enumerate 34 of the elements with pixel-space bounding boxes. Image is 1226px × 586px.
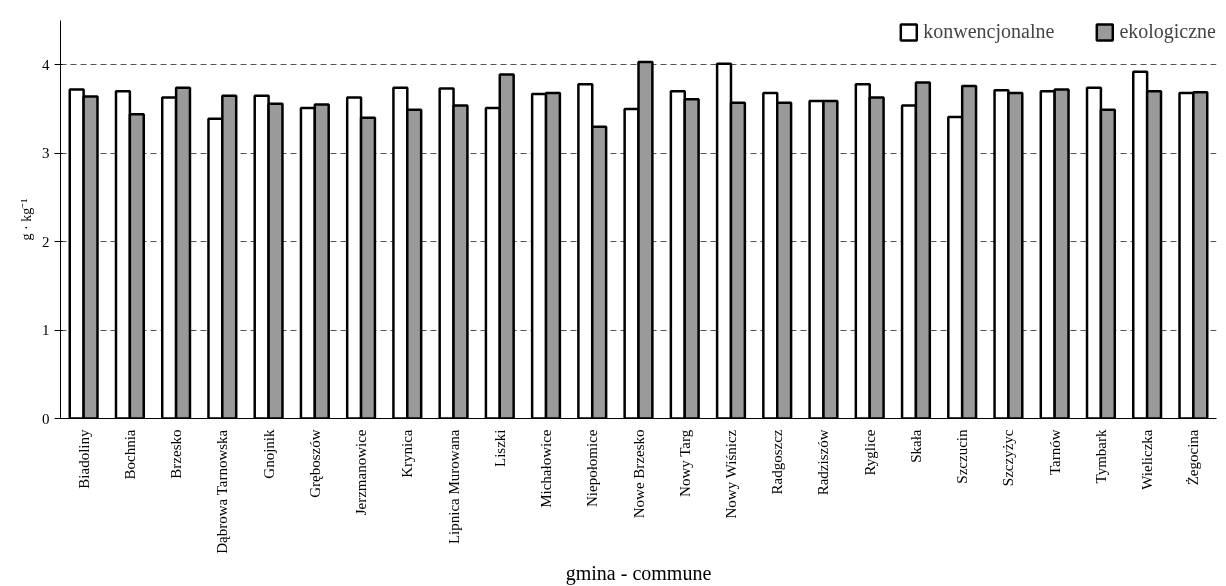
- x-tick-label: Wieliczka: [1139, 429, 1156, 490]
- x-tick-label: Michałowice: [538, 429, 555, 508]
- y-axis-title: g · kg⁻¹: [19, 198, 34, 241]
- x-tick-label: Nowe Brzesko: [630, 429, 647, 519]
- y-tick-label: 0: [42, 410, 50, 427]
- x-tick-label: Tymbark: [1092, 429, 1109, 484]
- x-tick-label: Liszki: [491, 429, 508, 467]
- x-tick-label: Niepołomice: [584, 429, 601, 507]
- x-tick-label: Krynica: [399, 429, 416, 478]
- x-tick-label: Radziszów: [815, 429, 832, 496]
- x-tick-label: Bochnia: [121, 429, 138, 480]
- x-tick-label: Szczyżyc: [1000, 429, 1017, 487]
- x-tick-label: Skała: [907, 429, 924, 463]
- y-tick-label: 3: [42, 145, 50, 162]
- legend-label: konwencjonalne: [923, 20, 1055, 43]
- x-tick-label: Lipnica Murowana: [445, 429, 462, 545]
- y-tick-label: 1: [42, 322, 50, 339]
- x-tick-label: Gręboszów: [306, 429, 323, 498]
- x-tick-label: Tarnów: [1046, 429, 1063, 476]
- x-tick-label: Szczucin: [954, 429, 971, 484]
- x-tick-label: Biadoliny: [75, 429, 92, 489]
- x-tick-label: Ryglice: [861, 429, 878, 476]
- y-tick-label: 4: [42, 56, 50, 73]
- x-tick-label: Brzesko: [168, 429, 185, 479]
- x-tick-label: Żegocina: [1185, 429, 1202, 486]
- x-tick-label: Dąbrowa Tarnowska: [214, 429, 231, 554]
- x-tick-label: Gnojnik: [260, 429, 277, 479]
- x-tick-label: Radgoszcz: [769, 429, 786, 495]
- x-tick-label: Jerzmanowice: [353, 429, 370, 516]
- legend-label: ekologiczne: [1119, 20, 1216, 43]
- y-tick-label: 2: [42, 233, 50, 250]
- x-tick-label: Nowy Wiśnicz: [722, 429, 739, 519]
- x-axis-title: gmina - commune: [565, 561, 712, 585]
- x-tick-label: Nowy Targ: [676, 429, 693, 497]
